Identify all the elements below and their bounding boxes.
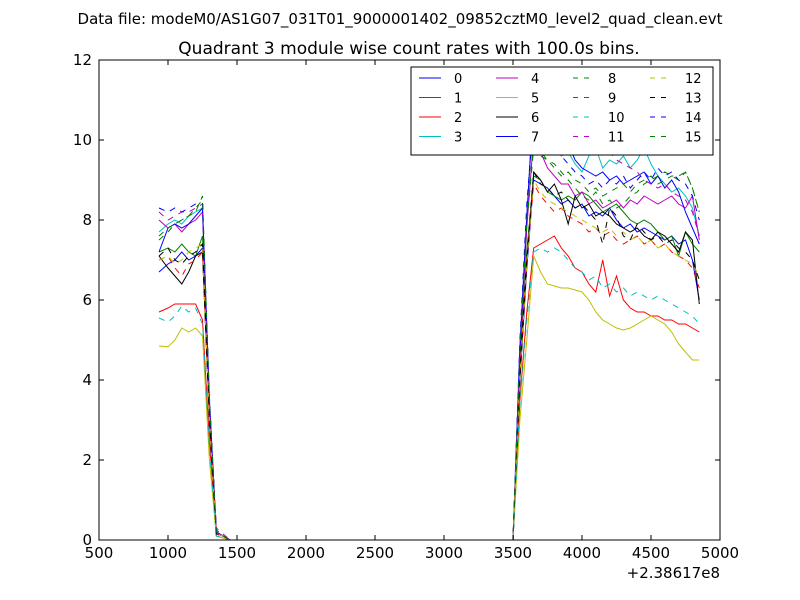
legend-box [410,66,714,156]
x-tick-label: 4500 [632,544,670,562]
y-tick-label: 8 [82,211,92,229]
x-tick-label: 5000 [701,544,739,562]
series-line-2 [158,235,700,541]
legend-label-4: 4 [531,72,539,87]
series-line-14 [158,115,700,541]
x-tick-label: 2500 [356,544,394,562]
x-axis: 500 1000 1500 2000 2500 3000 3500 4000 4500 5000 [85,60,739,562]
legend-label-3: 3 [454,131,462,146]
legend-label-0: 0 [454,72,462,87]
y-tick-label: 0 [82,531,92,549]
series-line-3 [158,87,700,541]
chart-suptitle: Data file: modeM0/AS1G07_031T01_90000014… [78,10,723,29]
series-line-11 [158,110,700,541]
x-tick-label: 1500 [218,544,256,562]
legend-label-7: 7 [531,131,539,146]
series-line-8 [158,146,700,541]
legend-label-10: 10 [608,111,625,126]
series-line-7 [158,103,700,541]
legend-label-13: 13 [685,92,702,107]
legend-label-1: 1 [454,92,462,107]
x-tick-label: 3500 [494,544,532,562]
y-tick-label: 10 [73,131,92,149]
series-line-5 [158,255,700,541]
x-tick-label: 2000 [287,544,325,562]
legend-label-11: 11 [608,131,625,146]
legend-label-9: 9 [608,92,616,107]
x-tick-label: 3000 [425,544,463,562]
series-line-9 [158,182,700,541]
series-line-15 [158,138,700,541]
legend-label-8: 8 [608,72,616,87]
legend-label-5: 5 [531,92,539,107]
series-line-6 [158,170,700,541]
x-tick-label: 1000 [149,544,187,562]
y-tick-label: 4 [82,371,92,389]
x-tick-label: 500 [85,544,114,562]
series-line-1 [158,175,700,541]
legend-label-2: 2 [454,111,462,126]
legend-label-6: 6 [531,111,539,126]
x-tick-label: 4000 [563,544,601,562]
x-offset-label: +2.38617e8 [627,564,720,582]
y-tick-label: 6 [82,291,92,309]
chart-title: Quadrant 3 module wise count rates with … [178,39,639,59]
series-line-13 [158,170,700,541]
series-line-12 [158,178,700,541]
legend-label-12: 12 [685,72,702,87]
y-tick-label: 2 [82,451,92,469]
legend-label-15: 15 [685,131,702,146]
y-tick-label: 12 [73,51,92,69]
series-line-10 [158,247,700,541]
plot-area [158,87,700,541]
series-line-0 [158,179,700,541]
series-line-4 [158,135,700,541]
legend-label-14: 14 [685,111,702,126]
